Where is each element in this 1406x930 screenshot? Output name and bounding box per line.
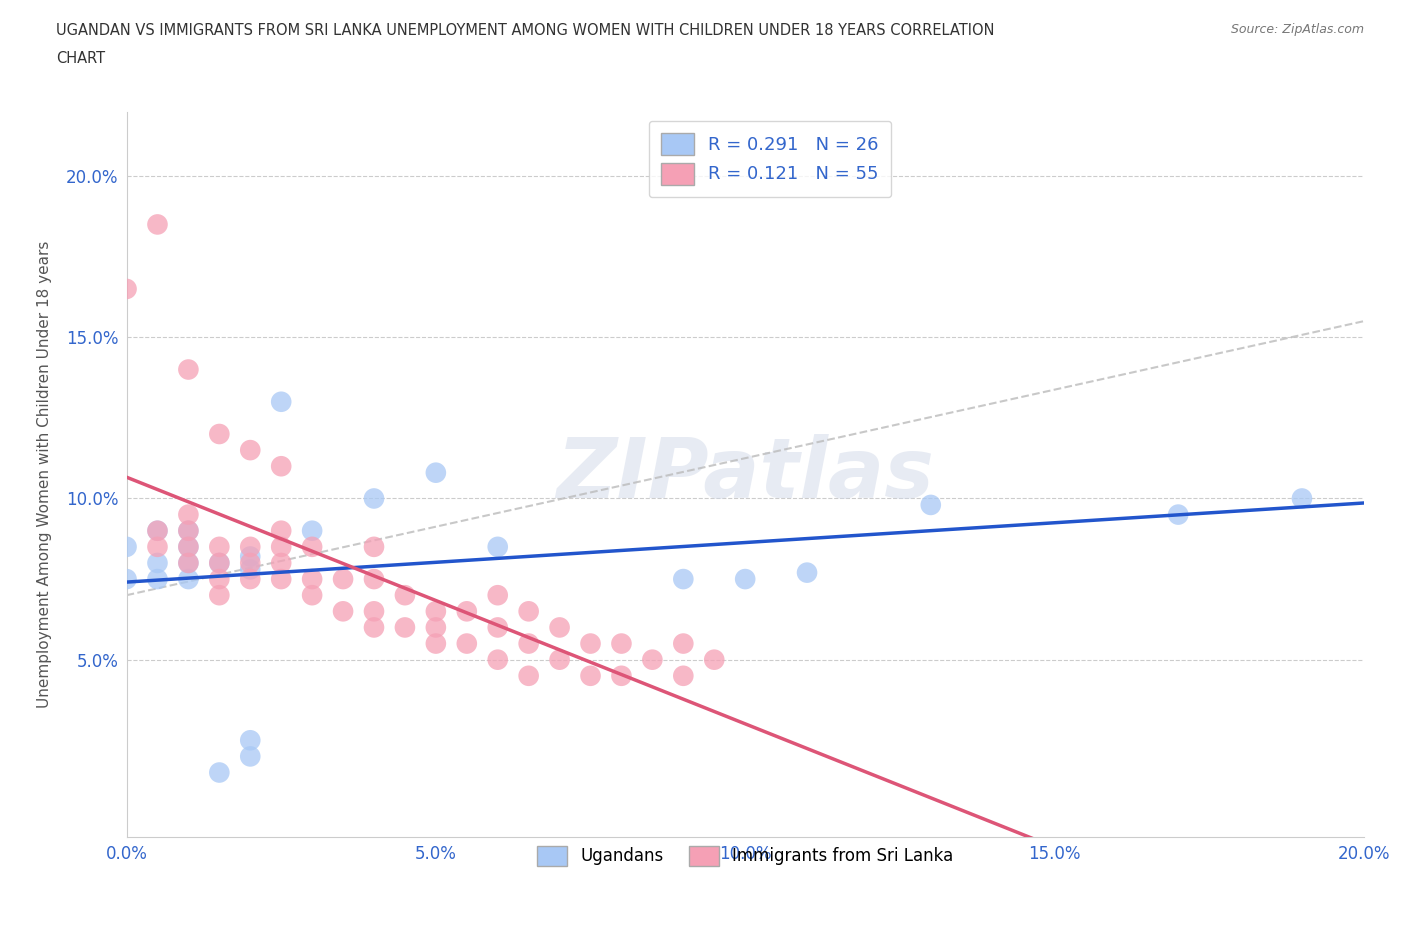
Point — [270, 572, 292, 587]
Point — [363, 572, 385, 587]
Text: CHART: CHART — [56, 51, 105, 66]
Point — [1167, 507, 1189, 522]
Point — [363, 620, 385, 635]
Point — [1291, 491, 1313, 506]
Point — [177, 572, 200, 587]
Point — [301, 572, 323, 587]
Point — [425, 465, 447, 480]
Point — [239, 733, 262, 748]
Point — [208, 588, 231, 603]
Point — [363, 604, 385, 618]
Text: ZIPatlas: ZIPatlas — [557, 433, 934, 515]
Point — [920, 498, 942, 512]
Point — [146, 217, 169, 232]
Point — [270, 524, 292, 538]
Point — [177, 507, 200, 522]
Point — [177, 555, 200, 570]
Point — [239, 572, 262, 587]
Point — [672, 636, 695, 651]
Point — [517, 669, 540, 684]
Point — [517, 636, 540, 651]
Point — [486, 652, 509, 667]
Point — [239, 749, 262, 764]
Point — [301, 588, 323, 603]
Point — [486, 620, 509, 635]
Point — [425, 636, 447, 651]
Point — [579, 636, 602, 651]
Point — [208, 555, 231, 570]
Point — [177, 539, 200, 554]
Point — [115, 282, 138, 297]
Point — [146, 555, 169, 570]
Point — [115, 539, 138, 554]
Point — [270, 458, 292, 473]
Point — [177, 539, 200, 554]
Point — [239, 539, 262, 554]
Point — [796, 565, 818, 580]
Point — [394, 588, 416, 603]
Point — [332, 572, 354, 587]
Point — [177, 524, 200, 538]
Point — [208, 765, 231, 780]
Point — [703, 652, 725, 667]
Point — [672, 669, 695, 684]
Point — [208, 555, 231, 570]
Point — [270, 555, 292, 570]
Text: Source: ZipAtlas.com: Source: ZipAtlas.com — [1230, 23, 1364, 36]
Point — [177, 555, 200, 570]
Point — [270, 539, 292, 554]
Point — [177, 362, 200, 377]
Text: UGANDAN VS IMMIGRANTS FROM SRI LANKA UNEMPLOYMENT AMONG WOMEN WITH CHILDREN UNDE: UGANDAN VS IMMIGRANTS FROM SRI LANKA UNE… — [56, 23, 994, 38]
Point — [146, 524, 169, 538]
Point — [301, 524, 323, 538]
Point — [146, 524, 169, 538]
Point — [394, 620, 416, 635]
Point — [146, 572, 169, 587]
Point — [208, 539, 231, 554]
Legend: Ugandans, Immigrants from Sri Lanka: Ugandans, Immigrants from Sri Lanka — [524, 832, 966, 880]
Point — [672, 572, 695, 587]
Point — [610, 669, 633, 684]
Point — [301, 539, 323, 554]
Point — [425, 620, 447, 635]
Point — [486, 588, 509, 603]
Point — [486, 539, 509, 554]
Point — [239, 562, 262, 577]
Point — [456, 604, 478, 618]
Point — [363, 539, 385, 554]
Point — [270, 394, 292, 409]
Point — [115, 572, 138, 587]
Point — [239, 555, 262, 570]
Point — [456, 636, 478, 651]
Point — [517, 604, 540, 618]
Point — [425, 604, 447, 618]
Point — [641, 652, 664, 667]
Point — [548, 620, 571, 635]
Point — [239, 549, 262, 564]
Point — [332, 604, 354, 618]
Point — [146, 539, 169, 554]
Point — [610, 636, 633, 651]
Point — [208, 572, 231, 587]
Point — [734, 572, 756, 587]
Point — [548, 652, 571, 667]
Point — [177, 524, 200, 538]
Point — [239, 443, 262, 458]
Y-axis label: Unemployment Among Women with Children Under 18 years: Unemployment Among Women with Children U… — [37, 241, 52, 708]
Point — [579, 669, 602, 684]
Point — [363, 491, 385, 506]
Point — [208, 427, 231, 442]
